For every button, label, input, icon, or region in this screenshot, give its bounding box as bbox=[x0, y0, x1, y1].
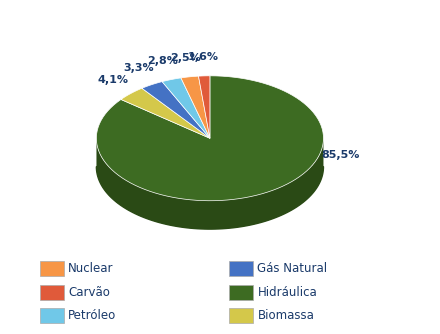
Text: Gás Natural: Gás Natural bbox=[257, 263, 327, 275]
Text: 2,8%: 2,8% bbox=[147, 56, 178, 66]
Polygon shape bbox=[198, 76, 210, 138]
Polygon shape bbox=[181, 76, 210, 138]
Text: 3,3%: 3,3% bbox=[124, 63, 154, 73]
Polygon shape bbox=[121, 88, 210, 138]
Text: 4,1%: 4,1% bbox=[98, 74, 129, 85]
Text: Hidráulica: Hidráulica bbox=[257, 286, 317, 299]
Polygon shape bbox=[162, 78, 210, 138]
Polygon shape bbox=[96, 140, 323, 229]
Text: Carvão: Carvão bbox=[68, 286, 110, 299]
Text: 85,5%: 85,5% bbox=[321, 150, 360, 160]
Polygon shape bbox=[96, 76, 323, 201]
Text: Nuclear: Nuclear bbox=[68, 263, 114, 275]
Text: 1,6%: 1,6% bbox=[187, 52, 218, 61]
Text: Petróleo: Petróleo bbox=[68, 309, 117, 322]
Text: 2,5%: 2,5% bbox=[170, 53, 201, 63]
Polygon shape bbox=[142, 81, 210, 138]
Polygon shape bbox=[96, 167, 323, 229]
Text: Biomassa: Biomassa bbox=[257, 309, 314, 322]
